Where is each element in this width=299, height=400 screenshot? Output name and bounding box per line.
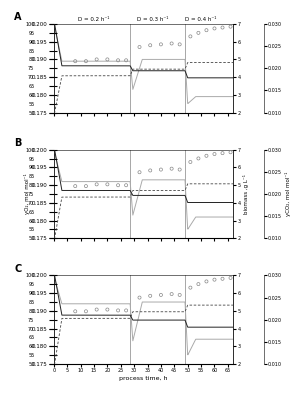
Point — [137, 294, 142, 301]
Point — [177, 41, 182, 48]
Point — [188, 33, 193, 40]
Text: D = 0.2 h⁻¹: D = 0.2 h⁻¹ — [78, 17, 109, 22]
Point — [228, 24, 233, 30]
Point — [196, 155, 201, 162]
Text: B: B — [14, 138, 22, 148]
Text: A: A — [14, 12, 22, 22]
Point — [94, 181, 99, 188]
Point — [177, 166, 182, 173]
Point — [94, 56, 99, 63]
Point — [116, 57, 120, 64]
Point — [204, 152, 209, 159]
Point — [212, 276, 217, 283]
Point — [220, 24, 225, 31]
Point — [212, 151, 217, 157]
Y-axis label: yCO₂, mol mol⁻¹: yCO₂, mol mol⁻¹ — [285, 172, 291, 216]
Point — [148, 293, 152, 299]
Point — [105, 56, 110, 63]
Point — [220, 150, 225, 156]
Text: D = 0.3 h⁻¹: D = 0.3 h⁻¹ — [137, 17, 168, 22]
Point — [83, 58, 88, 64]
Point — [220, 276, 225, 282]
Point — [169, 166, 174, 172]
Point — [137, 169, 142, 176]
Point — [73, 58, 78, 64]
Point — [196, 281, 201, 287]
Point — [169, 291, 174, 297]
Point — [105, 181, 110, 188]
Point — [148, 167, 152, 174]
Point — [228, 275, 233, 281]
Point — [204, 278, 209, 285]
Text: D = 0.4 h⁻¹: D = 0.4 h⁻¹ — [185, 17, 216, 22]
Point — [83, 308, 88, 314]
Point — [158, 41, 163, 48]
Point — [73, 308, 78, 314]
Point — [196, 30, 201, 36]
Point — [124, 307, 129, 314]
Point — [116, 182, 120, 188]
Point — [169, 40, 174, 47]
Point — [124, 57, 129, 64]
Point — [73, 183, 78, 189]
Y-axis label: biomass ,g L⁻¹: biomass ,g L⁻¹ — [243, 174, 249, 214]
Point — [158, 166, 163, 173]
Y-axis label: yO₂, mol mol⁻¹: yO₂, mol mol⁻¹ — [25, 174, 30, 214]
Point — [188, 284, 193, 291]
Point — [148, 42, 152, 48]
Point — [212, 25, 217, 32]
Point — [116, 307, 120, 314]
Point — [94, 306, 99, 313]
Point — [177, 292, 182, 298]
Point — [105, 306, 110, 313]
Point — [124, 182, 129, 188]
Point — [137, 44, 142, 50]
Point — [158, 292, 163, 298]
Point — [188, 159, 193, 165]
Point — [228, 149, 233, 156]
Text: C: C — [14, 264, 22, 274]
Point — [204, 27, 209, 33]
Point — [83, 183, 88, 189]
X-axis label: process time, h: process time, h — [119, 376, 168, 381]
